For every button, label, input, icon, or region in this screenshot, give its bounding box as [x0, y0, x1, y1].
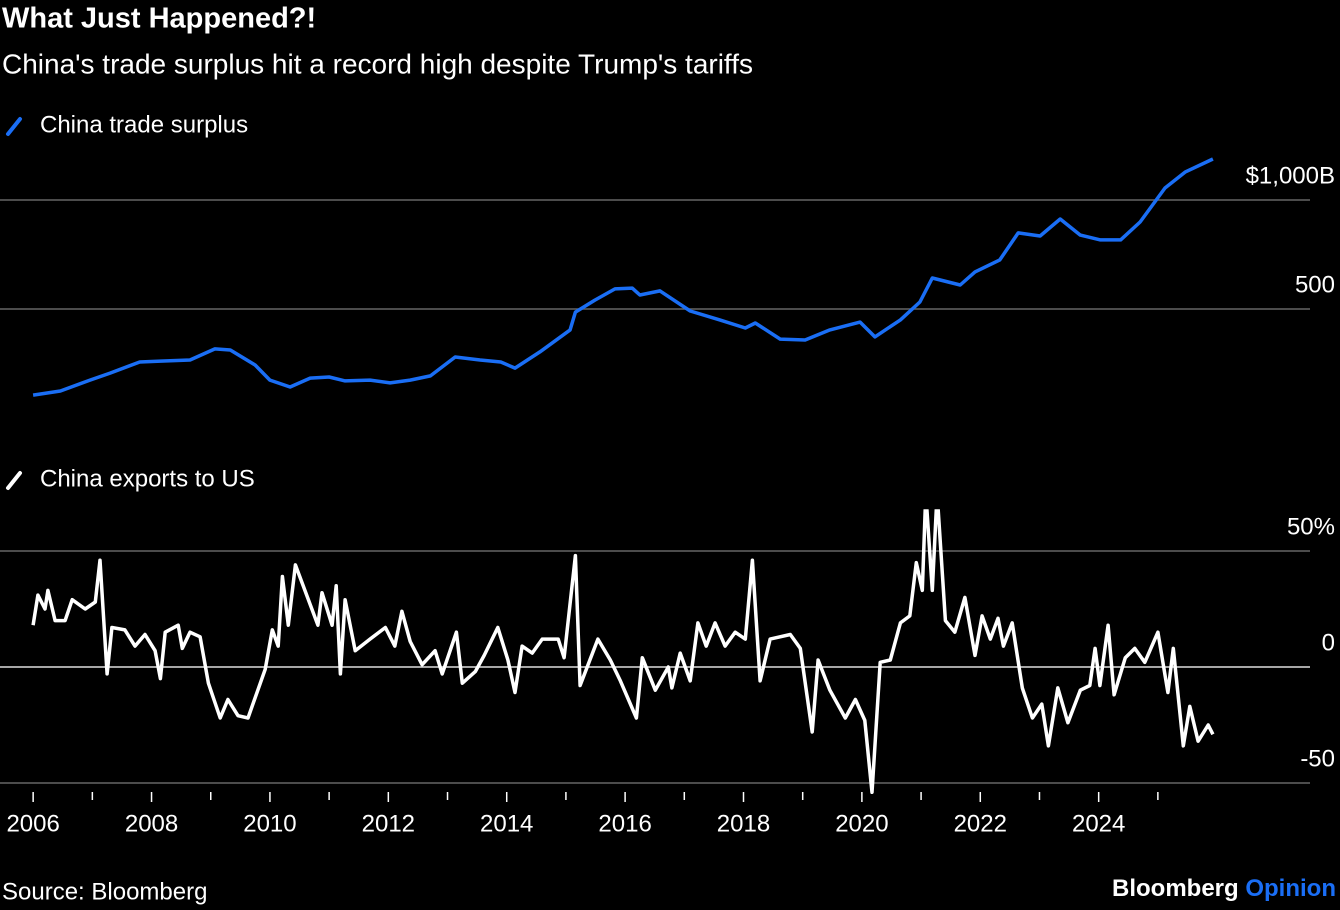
- series-line: [31, 509, 1215, 795]
- y-tick-label: -50: [1300, 745, 1335, 772]
- y-tick-label: 50%: [1287, 513, 1335, 540]
- legend-label: China exports to US: [40, 465, 255, 492]
- x-tick-label: 2016: [598, 810, 651, 837]
- x-tick-label: 2024: [1072, 810, 1125, 837]
- x-tick-label: 2010: [243, 810, 296, 837]
- y-tick-label: $1,000B: [1246, 162, 1335, 189]
- svg-text:Bloomberg Opinion: Bloomberg Opinion: [1112, 875, 1336, 902]
- legend-label: China trade surplus: [40, 111, 248, 138]
- y-tick-label: 500: [1295, 271, 1335, 298]
- legend-icon: [6, 471, 22, 490]
- legend-icon: [6, 117, 22, 136]
- x-tick-label: 2006: [6, 810, 59, 837]
- x-tick-label: 2012: [362, 810, 415, 837]
- x-tick-label: 2020: [835, 810, 888, 837]
- x-tick-label: 2014: [480, 810, 533, 837]
- source: Source: Bloomberg: [2, 878, 207, 905]
- chart-subtitle: China's trade surplus hit a record high …: [2, 48, 753, 79]
- brand: Bloomberg: [1112, 875, 1239, 902]
- x-tick-label: 2018: [717, 810, 770, 837]
- x-tick-label: 2008: [125, 810, 178, 837]
- y-tick-label: 0: [1322, 629, 1335, 656]
- chart-title: What Just Happened?!: [2, 3, 316, 35]
- brand-suffix: Opinion: [1245, 875, 1336, 902]
- x-tick-label: 2022: [954, 810, 1007, 837]
- series-line: [32, 157, 1214, 397]
